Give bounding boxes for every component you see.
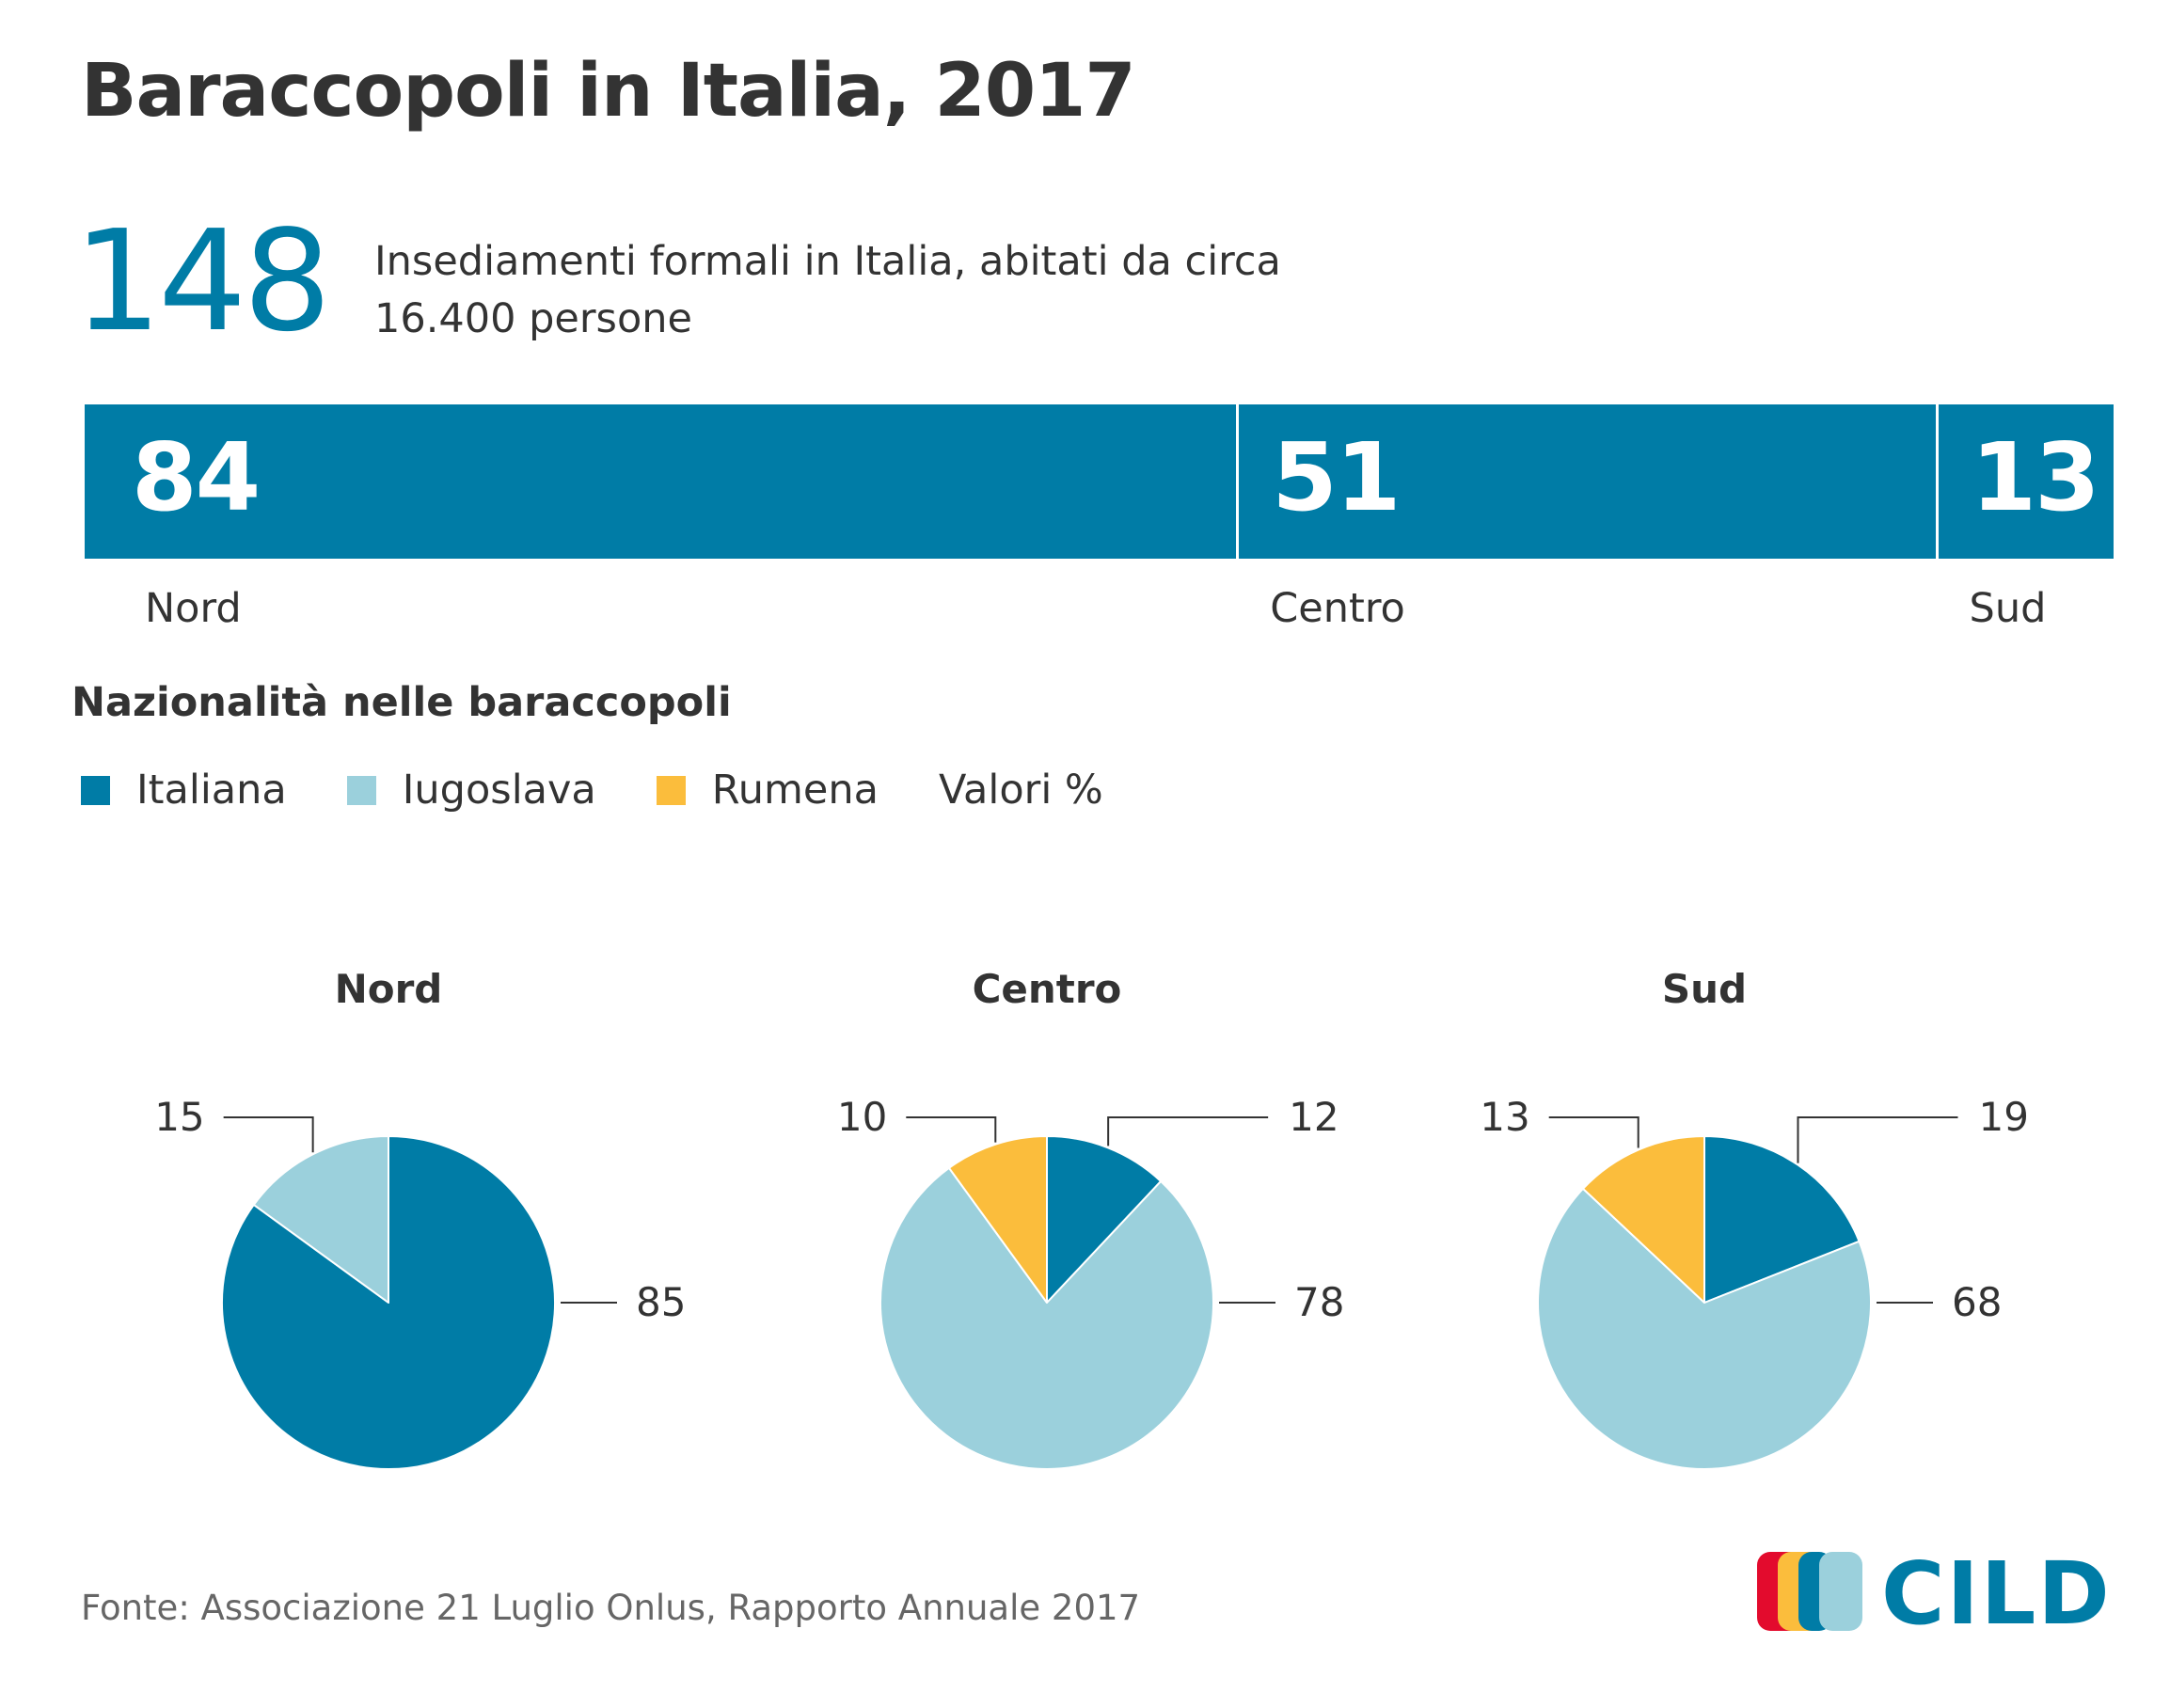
legend-label-rumena: Rumena [711, 767, 879, 814]
pie-slice-sud-italiana [1703, 1135, 1861, 1304]
legend-label-iugoslava: Iugoslava [402, 767, 596, 814]
section-title: Nazionalità nelle baraccopoli [71, 679, 732, 726]
pie-value-label-centro-iugoslava: 78 [1294, 1279, 1344, 1325]
pie-value-label-sud-iugoslava: 68 [1952, 1279, 2002, 1325]
legend-item-rumena: Rumena [656, 767, 879, 814]
pie-leader-line-centro-rumena [906, 1116, 997, 1143]
region-bar-segment-nord: 84 [85, 404, 1237, 559]
pie-slice-centro-rumena [947, 1135, 1048, 1304]
region-bar-segment-sud: 13 [1935, 404, 2114, 559]
unit-note: Valori % [938, 767, 1103, 814]
pie-leader-line-centro-italiana [1107, 1116, 1269, 1147]
pie-leader-line-nord-iugoslava [223, 1116, 314, 1153]
region-label-nord: Nord [145, 585, 242, 632]
region-label-sud: Sud [1969, 585, 2047, 632]
legend-swatch-rumena [656, 775, 686, 805]
legend-label-italiana: Italiana [136, 767, 287, 814]
legend-swatch-italiana [81, 775, 110, 805]
pie-slice-sud-iugoslava [1537, 1187, 1872, 1470]
logo-text: CILD [1881, 1550, 2112, 1635]
pie-leader-line-sud-italiana [1797, 1116, 1958, 1163]
pie-title-sud: Sud [1662, 966, 1747, 1012]
pie-slice-centro-italiana [1046, 1135, 1163, 1304]
pie-value-label-sud-rumena: 13 [1480, 1094, 1529, 1140]
pie-title-nord: Nord [335, 966, 443, 1012]
legend-item-iugoslava: Iugoslava [346, 767, 596, 814]
pie-leader-line-sud-rumena [1548, 1116, 1639, 1148]
headline-number: 148 [73, 200, 331, 362]
region-bar-value-sud: 13 [1971, 422, 2100, 532]
region-bar: 84 51 13 [85, 404, 2114, 559]
legend-swatch-iugoslava [346, 775, 376, 805]
pie-slice-nord-iugoslava [252, 1135, 389, 1304]
legend-item-italiana: Italiana [81, 767, 287, 814]
cild-logo: CILD [1757, 1550, 2112, 1635]
legend: Italiana Iugoslava Rumena Valori % [81, 767, 1164, 814]
logo-stripe-light [1819, 1552, 1862, 1631]
region-bar-value-nord: 84 [132, 422, 261, 532]
pie-value-label-nord-iugoslava: 15 [154, 1094, 204, 1140]
pie-slice-centro-iugoslava [879, 1166, 1214, 1470]
page-title: Baraccopoli in Italia, 2017 [81, 49, 1136, 134]
pie-value-label-centro-italiana: 12 [1289, 1094, 1338, 1140]
source-note: Fonte: Associazione 21 Luglio Onlus, Rap… [81, 1588, 1141, 1628]
pie-value-label-sud-italiana: 19 [1978, 1094, 2028, 1140]
pie-slice-sud-rumena [1581, 1135, 1705, 1304]
pie-value-label-centro-rumena: 10 [837, 1094, 887, 1140]
region-label-centro: Centro [1270, 585, 1405, 632]
pie-title-centro: Centro [973, 966, 1122, 1012]
pie-value-label-nord-italiana: 85 [636, 1279, 686, 1325]
region-bar-value-centro: 51 [1272, 422, 1401, 532]
legend-unit-note: Valori % [939, 767, 1103, 814]
pie-slice-nord-italiana [221, 1135, 556, 1470]
region-bar-segment-centro: 51 [1236, 404, 1936, 559]
region-labels: Nord Centro Sud [85, 585, 2114, 641]
headline-description: Insediamenti formali in Italia, abitati … [374, 238, 1281, 342]
